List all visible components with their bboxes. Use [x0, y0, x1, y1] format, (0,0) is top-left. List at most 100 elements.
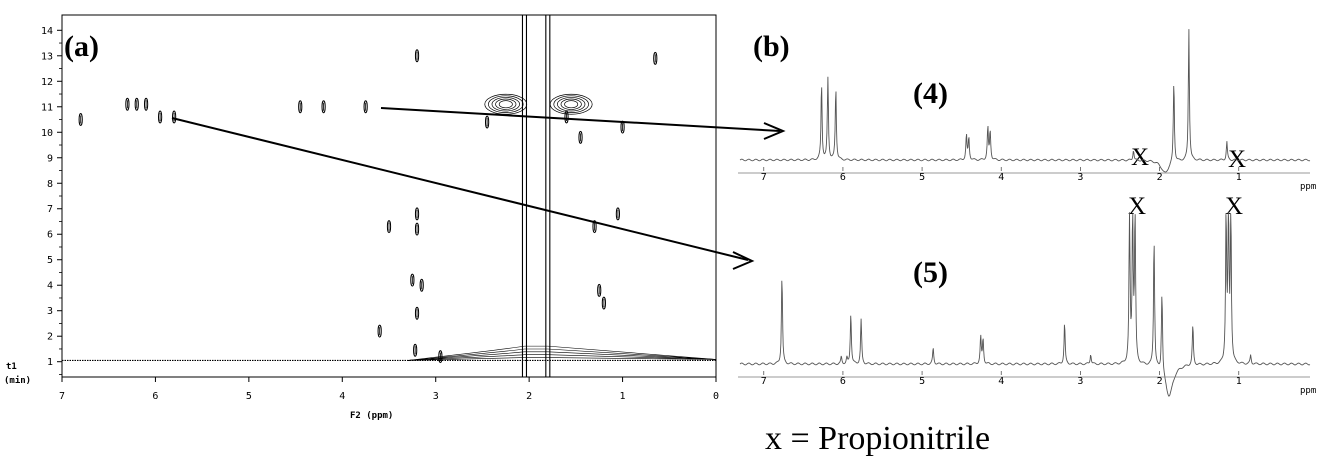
- x-tick-label-2: 2: [526, 391, 532, 402]
- y-tick-label-9: 9: [47, 153, 53, 164]
- spectrum-tick-label-7: 7: [761, 376, 767, 387]
- contour-spot-21: [578, 130, 583, 144]
- spectrum-4-trace: [739, 29, 1311, 173]
- contour-blob-1: [560, 98, 582, 110]
- contour-spot-9: [414, 49, 420, 63]
- panel-a-contours: [62, 15, 717, 377]
- y-tick-label-1: 1: [47, 357, 53, 368]
- spectrum-tick-label-2: 2: [1157, 172, 1163, 183]
- contour-spot-23: [485, 115, 490, 129]
- panel-b-label: (b): [753, 30, 790, 63]
- contour-blob-1: [564, 100, 579, 109]
- contour-spot-1: [134, 97, 139, 111]
- spectrum-5-marker-2: X: [1225, 193, 1243, 220]
- arrow-head-to-spectrum-4: [763, 122, 786, 140]
- arrow-head-to-spectrum-5: [732, 251, 755, 270]
- spectrum-4-marker-2: X: [1228, 146, 1246, 173]
- arrow-line-to-spectrum-5: [171, 117, 749, 261]
- spectrum-4: (4) X X 7 6 5 4 3 2 1 ppm: [738, 29, 1316, 192]
- contour-spot-7: [158, 110, 163, 124]
- spectrum-tick-label-4: 4: [998, 376, 1004, 387]
- y-tick-label-10: 10: [41, 128, 53, 139]
- contour-spot-10: [414, 207, 420, 221]
- spectrum-5-label: (5): [913, 256, 948, 289]
- baseline-bulge-contour: [407, 354, 717, 361]
- contour-spot-24: [615, 207, 621, 221]
- spectrum-5-unit: ppm: [1300, 386, 1316, 396]
- spectrum-5-marker-1: X: [1128, 193, 1146, 220]
- contour-blob-1: [553, 95, 589, 113]
- y-tick-label-6: 6: [47, 230, 53, 241]
- y-tick-label-5: 5: [47, 255, 53, 266]
- contour-spot-25: [653, 51, 658, 65]
- panel-a-x-label: F2 (ppm): [350, 411, 393, 421]
- spectrum-tick-label-5: 5: [919, 172, 925, 183]
- contour-blob-1: [549, 93, 593, 115]
- legend-propionitrile: x = Propionitrile: [765, 420, 990, 457]
- spectrum-tick-label-3: 3: [1077, 172, 1083, 183]
- spectrum-5-trace: [739, 212, 1311, 397]
- baseline-bulge-contour: [407, 351, 717, 361]
- panel-a-frame: [61, 14, 717, 378]
- spectrum-tick-label-7: 7: [761, 172, 767, 183]
- contour-blob-1: [557, 97, 586, 112]
- contour-spot-14: [419, 278, 424, 292]
- contour-spot-8: [172, 110, 177, 124]
- contour-spot-16: [377, 324, 382, 338]
- contour-spot-6: [78, 113, 83, 127]
- contour-spot-15: [414, 306, 420, 320]
- contour-blob-0: [488, 95, 524, 113]
- spectrum-5: (5) X X 7 6 5 4 3 2 1 ppm: [738, 193, 1316, 397]
- spectrum-tick-label-4: 4: [998, 172, 1004, 183]
- spectrum-4-label: (4): [913, 77, 948, 110]
- spectrum-tick-label-1: 1: [1236, 376, 1242, 387]
- x-tick-label-3: 3: [433, 391, 439, 402]
- contour-spot-27: [438, 350, 443, 364]
- contour-spot-2: [143, 97, 149, 111]
- arrow-line-to-spectrum-4: [380, 107, 781, 132]
- contour-spot-18: [597, 283, 602, 297]
- contour-spot-13: [410, 273, 415, 287]
- x-tick-label-4: 4: [339, 391, 345, 402]
- spectrum-tick-label-2: 2: [1157, 376, 1163, 387]
- contour-blob-0: [495, 98, 517, 110]
- panel-a-y-label-line2: (min): [4, 375, 31, 386]
- baseline-bulge-contour: [407, 345, 717, 361]
- connector-arrows: [171, 107, 786, 270]
- contour-spot-26: [413, 343, 418, 357]
- y-tick-label-4: 4: [47, 281, 53, 292]
- panel-a-y-label-line1: t1: [6, 362, 17, 372]
- contour-spot-11: [414, 222, 420, 236]
- contour-spot-0: [125, 97, 130, 111]
- spectrum-5-ticks: 7 6 5 4 3 2 1: [761, 371, 1242, 387]
- contour-spot-3: [298, 100, 303, 114]
- x-tick-label-6: 6: [152, 391, 158, 402]
- baseline-bulge-contour: [407, 348, 717, 361]
- spectrum-tick-label-6: 6: [840, 172, 846, 183]
- contour-spot-12: [386, 220, 392, 234]
- y-tick-label-8: 8: [47, 179, 53, 190]
- contour-blob-0: [491, 97, 520, 112]
- spectrum-tick-label-6: 6: [840, 376, 846, 387]
- y-tick-label-13: 13: [41, 51, 53, 62]
- spectrum-tick-label-5: 5: [919, 376, 925, 387]
- spectrum-4-marker-1: X: [1131, 144, 1149, 171]
- contour-spot-5: [363, 100, 368, 114]
- panel-b: (b) (4) X X 7 6 5 4 3 2 1 ppm (5) X X 7 6 5 4 3 2 1 …: [738, 29, 1316, 397]
- panel-a-label: (a): [64, 30, 99, 63]
- spectrum-4-ticks: 7 6 5 4 3 2 1: [761, 167, 1242, 183]
- x-tick-label-1: 1: [620, 391, 626, 402]
- contour-spot-19: [601, 296, 606, 310]
- y-tick-label-12: 12: [41, 77, 53, 88]
- y-tick-label-3: 3: [47, 306, 53, 317]
- spectrum-tick-label-1: 1: [1236, 172, 1242, 183]
- contour-spot-4: [321, 100, 326, 114]
- x-tick-label-7: 7: [59, 391, 65, 402]
- y-tick-label-2: 2: [47, 332, 53, 343]
- y-tick-label-7: 7: [47, 204, 53, 215]
- x-tick-label-5: 5: [246, 391, 252, 402]
- spectrum-tick-label-3: 3: [1077, 376, 1083, 387]
